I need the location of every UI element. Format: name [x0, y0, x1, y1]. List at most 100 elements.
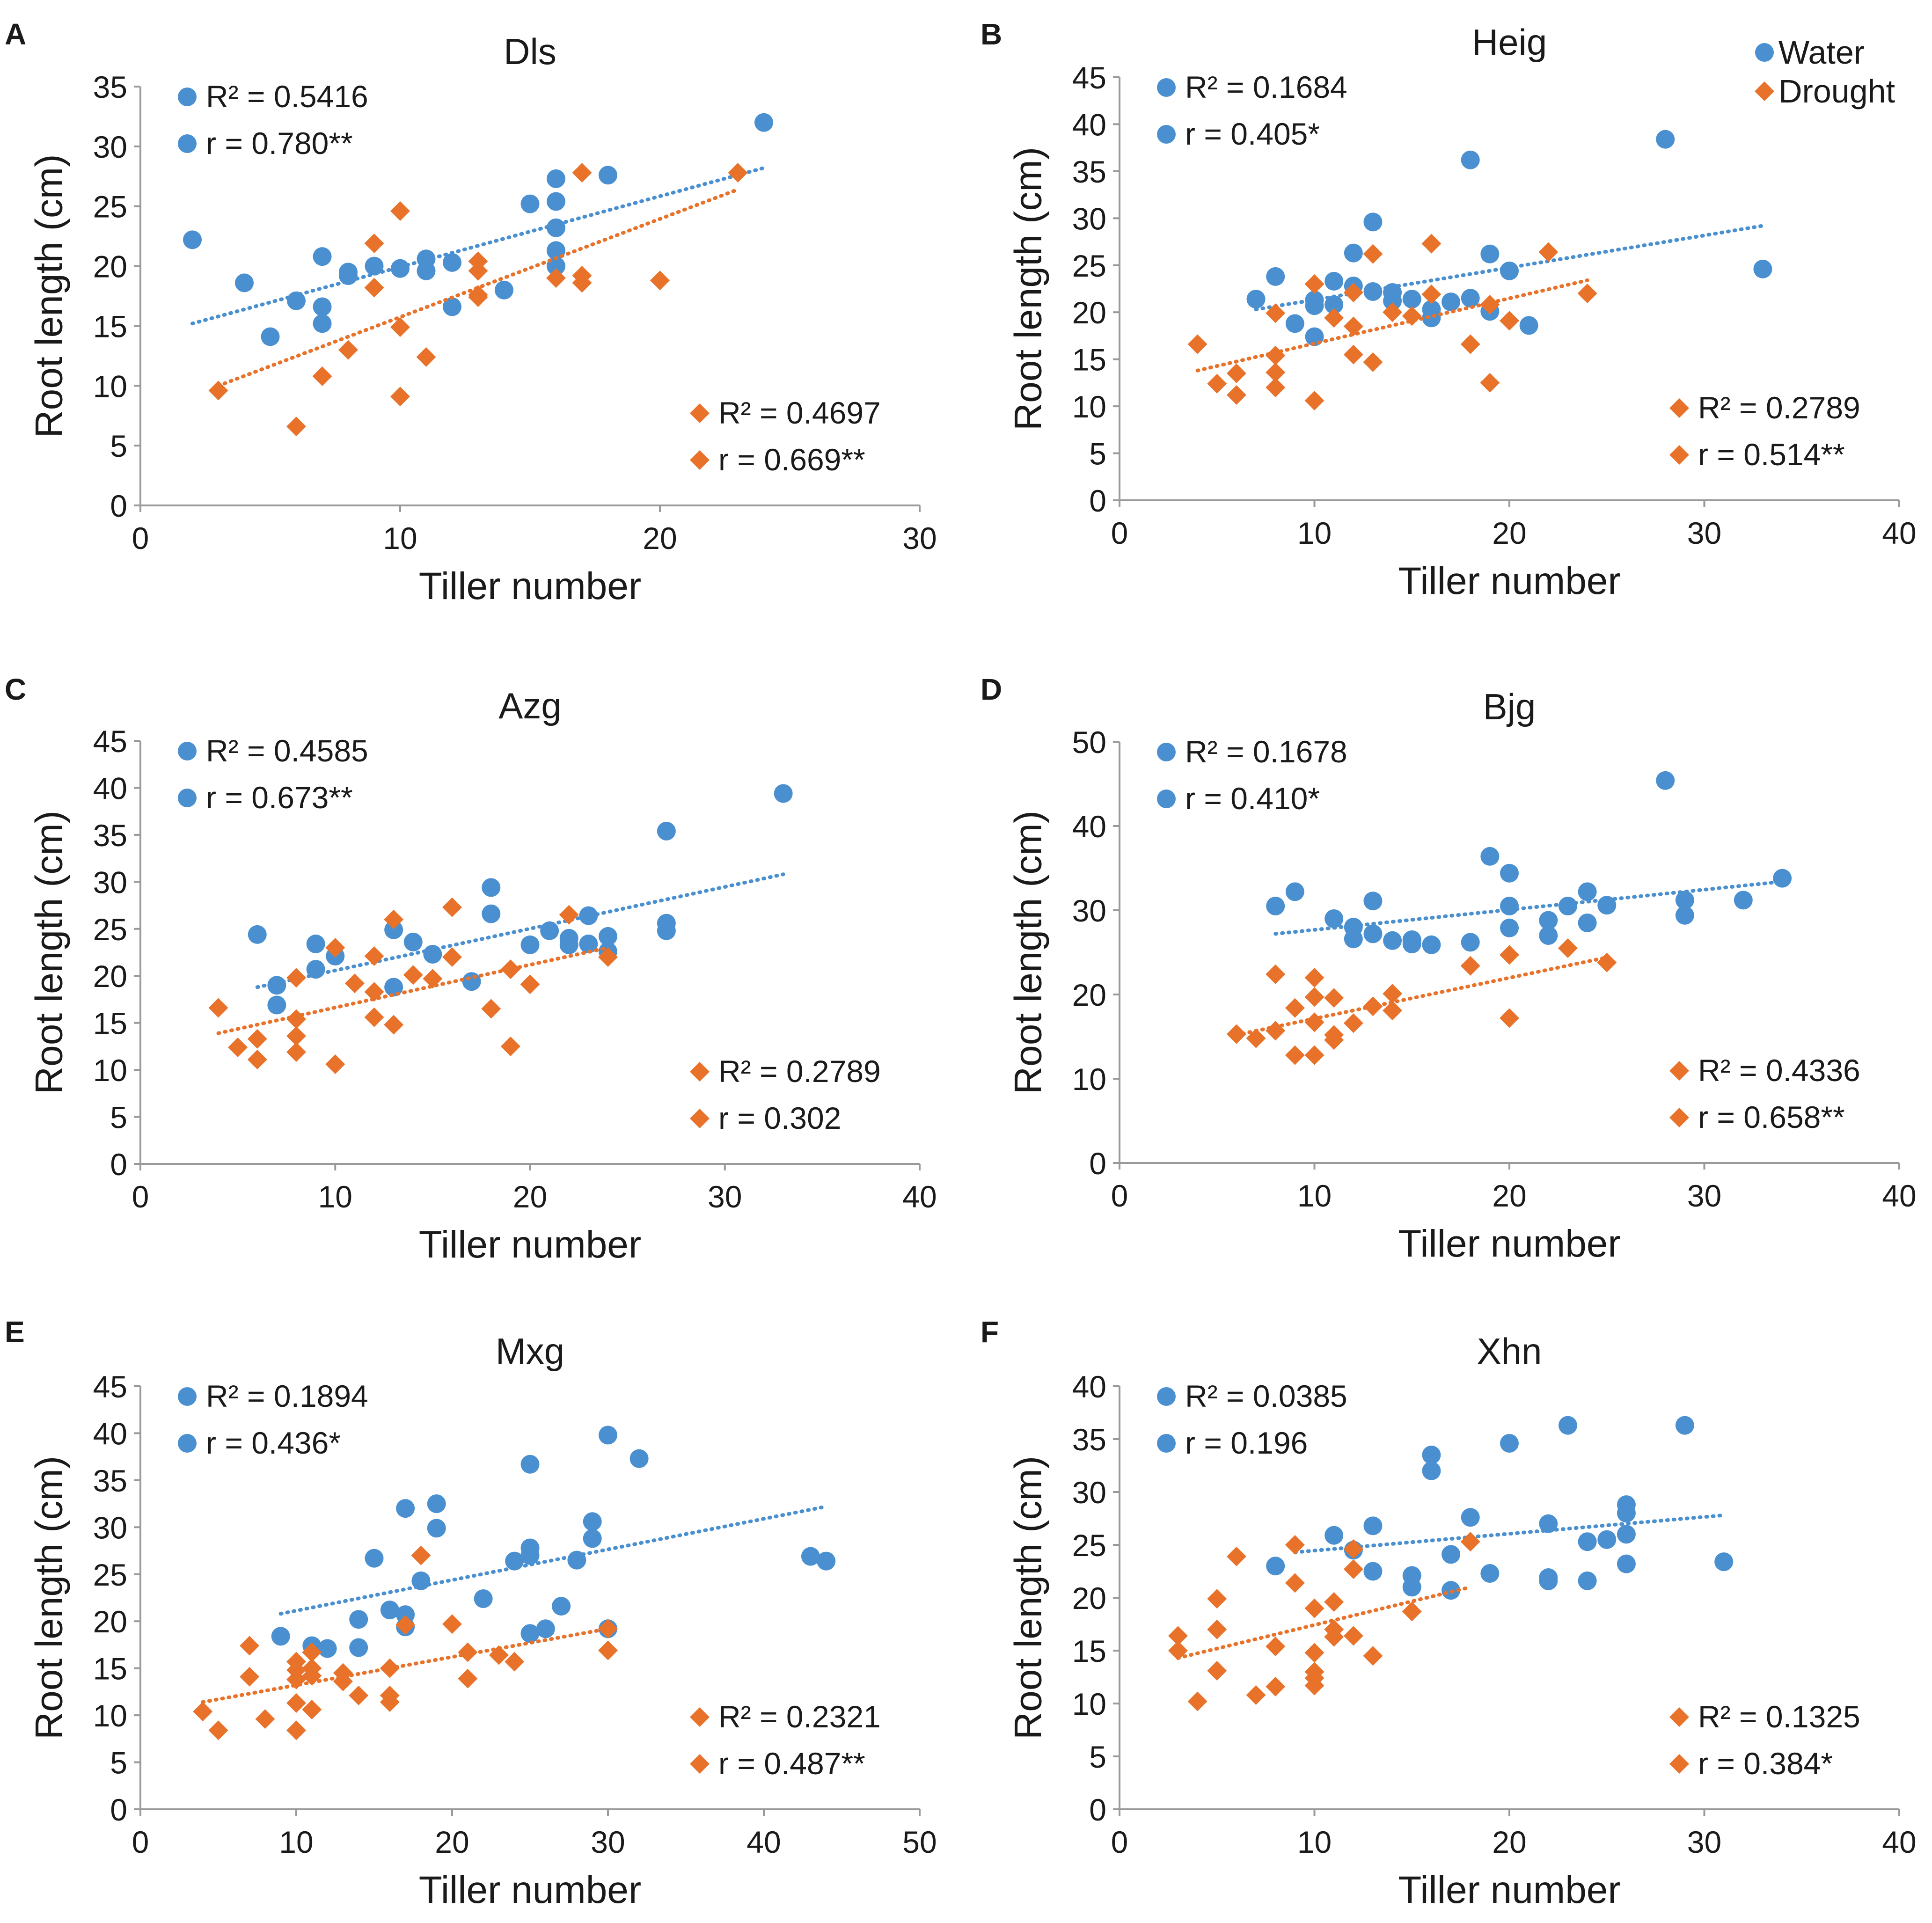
panel-label: D	[981, 673, 1002, 706]
data-point-water	[1383, 283, 1402, 302]
series-water: R² = 0.0385 r = 0.196	[1157, 1379, 1734, 1600]
data-point-drought	[325, 937, 345, 958]
data-point-water	[1773, 869, 1792, 888]
data-point-drought	[338, 340, 358, 360]
stat-r-squared: R² = 0.4336	[1698, 1053, 1860, 1088]
data-point-drought	[1343, 1013, 1363, 1033]
data-point-water	[1500, 261, 1519, 280]
data-point-drought	[1558, 938, 1578, 958]
data-point-water	[520, 1455, 540, 1474]
data-point-water	[287, 291, 306, 310]
data-point-drought	[1266, 964, 1286, 984]
data-point-drought	[442, 947, 462, 967]
data-point-drought	[1363, 1646, 1383, 1666]
data-point-water	[396, 1499, 415, 1518]
data-point-drought	[1402, 1601, 1422, 1622]
data-point-drought	[384, 909, 404, 929]
data-point-water	[520, 1546, 540, 1565]
data-point-drought	[286, 1042, 306, 1062]
x-axis-title: Tiller number	[419, 565, 641, 607]
data-point-water	[583, 1529, 602, 1548]
x-tick-label: 50	[902, 1825, 937, 1859]
data-point-water	[261, 327, 280, 346]
chart-panel-c: C Azg 0 5 10 15 20 25 30 35 40 45 0 10 20 30 40 Tiller nu…	[5, 673, 937, 1266]
stats-annotation-drought: R² = 0.2789 r = 0.302	[690, 1054, 881, 1135]
stat-r: r = 0.410*	[1185, 781, 1320, 816]
data-point-drought	[1460, 956, 1480, 976]
data-point-drought	[1304, 1643, 1325, 1663]
chart-title: Bjg	[1483, 686, 1536, 727]
annotation-marker	[690, 1754, 710, 1774]
data-point-water	[1480, 847, 1500, 866]
trendline-drought	[1234, 955, 1609, 1037]
series-water: R² = 0.5416 r = 0.780**	[178, 79, 773, 346]
y-axis-title: Root length (cm)	[28, 811, 71, 1094]
x-tick-label: 40	[1882, 516, 1916, 550]
data-point-water	[1422, 1445, 1441, 1464]
data-point-water	[1500, 863, 1519, 883]
data-point-water	[1266, 267, 1285, 286]
x-tick-label: 20	[1492, 516, 1526, 550]
data-point-drought	[1304, 1598, 1325, 1618]
data-point-drought	[1460, 1532, 1480, 1552]
data-point-water	[552, 1597, 571, 1616]
data-point-water	[443, 297, 461, 316]
data-point-drought	[598, 1619, 618, 1639]
data-point-water	[547, 192, 565, 211]
data-point-water	[1285, 882, 1304, 901]
data-point-water	[313, 297, 332, 316]
data-point-water	[1480, 1564, 1500, 1583]
chart-title: Heig	[1472, 22, 1547, 63]
data-point-water	[657, 821, 676, 841]
y-tick-label: 15	[93, 1652, 127, 1686]
annotation-marker	[1157, 1387, 1176, 1406]
chart-panel-b: B Heig 0 5 10 15 20 25 30 35 40 45 0 10 20 30 40 Tiller n…	[981, 17, 1917, 602]
data-point-water	[384, 920, 403, 939]
data-point-drought	[1304, 391, 1325, 411]
data-point-water	[1363, 924, 1383, 943]
stat-r-squared: R² = 0.1678	[1185, 734, 1347, 769]
data-point-water	[1578, 1571, 1597, 1590]
data-point-drought	[1168, 1641, 1188, 1660]
data-point-drought	[255, 1709, 275, 1729]
x-axis-title: Tiller number	[1398, 560, 1620, 602]
y-tick-label: 0	[1089, 1146, 1106, 1181]
stats-annotation-water: R² = 0.0385 r = 0.196	[1157, 1379, 1347, 1460]
data-point-water	[1266, 897, 1285, 915]
data-point-water	[1266, 1557, 1285, 1576]
x-tick-label: 20	[643, 521, 677, 556]
data-point-drought	[1207, 1589, 1227, 1609]
data-point-drought	[302, 1666, 322, 1686]
data-point-drought	[228, 1037, 248, 1057]
y-tick-label: 10	[1072, 389, 1106, 424]
stat-r-squared: R² = 0.2789	[718, 1054, 881, 1089]
data-point-drought	[500, 959, 520, 980]
data-point-water	[1422, 1461, 1441, 1480]
data-point-water	[417, 261, 436, 280]
stat-r: r = 0.780**	[206, 126, 353, 161]
data-point-water	[423, 945, 442, 964]
data-point-drought	[364, 982, 384, 1002]
x-tick-label: 0	[132, 1179, 149, 1214]
y-tick-label: 0	[110, 1792, 127, 1827]
x-axis-title: Tiller number	[1398, 1869, 1620, 1911]
data-point-water	[599, 927, 617, 946]
data-point-water	[1656, 771, 1675, 790]
series-water: R² = 0.1894 r = 0.436*	[178, 1379, 836, 1658]
data-point-drought	[395, 1615, 416, 1635]
data-point-water	[267, 995, 286, 1015]
trendline-drought	[1176, 1585, 1472, 1660]
annotation-marker	[1157, 743, 1176, 761]
data-point-drought	[1266, 1676, 1286, 1696]
data-point-water	[1753, 259, 1772, 278]
data-point-water	[1558, 1416, 1577, 1435]
data-point-drought	[423, 969, 443, 989]
data-point-drought	[325, 1054, 345, 1075]
x-tick-label: 10	[1297, 1178, 1332, 1213]
x-tick-label: 30	[1687, 1825, 1721, 1859]
stat-r: r = 0.196	[1185, 1426, 1308, 1460]
data-point-water	[774, 784, 793, 803]
y-axis-title: Root length (cm)	[1007, 1456, 1050, 1740]
y-tick-label: 20	[1072, 1581, 1106, 1616]
